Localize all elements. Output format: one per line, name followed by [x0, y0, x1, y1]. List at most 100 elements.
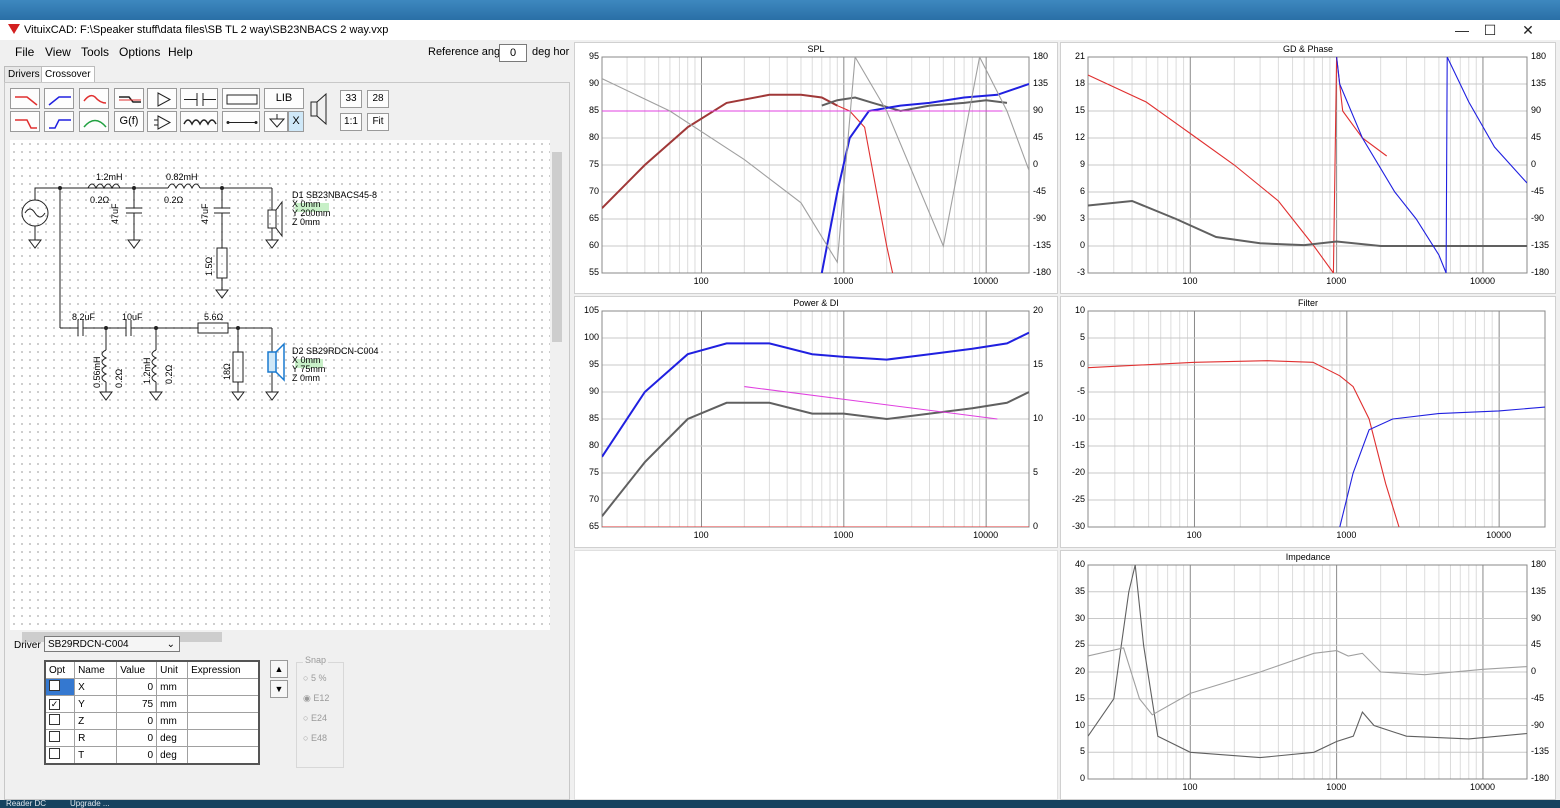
y-tick-label: 40	[1074, 559, 1085, 569]
amplifier-button[interactable]	[147, 88, 177, 109]
menu-tools[interactable]: Tools	[81, 45, 110, 59]
menu-view[interactable]: View	[45, 45, 71, 59]
resistor-button[interactable]	[222, 88, 260, 109]
c3-value[interactable]: 8.2uF	[72, 312, 96, 322]
transfer-function-button[interactable]: G(f)	[114, 111, 144, 132]
reference-angle-input[interactable]: 0	[499, 44, 527, 62]
l3-value[interactable]: 0.56mH	[92, 356, 102, 388]
wire-button[interactable]	[222, 111, 260, 132]
y2-tick-label: 180	[1531, 51, 1547, 61]
series-line	[1339, 406, 1545, 527]
column-header-expression[interactable]: Expression	[187, 660, 260, 679]
zoom-fit-button[interactable]: Fit	[367, 113, 389, 131]
snap-option-5pct[interactable]: ○ 5 %	[303, 673, 327, 683]
speaker-icon[interactable]	[308, 88, 330, 132]
table-row[interactable]: Z 0 mm	[44, 712, 260, 730]
table-row[interactable]: R 0 deg	[44, 729, 260, 747]
d2-name[interactable]: D2 SB29RDCN-C004	[292, 346, 379, 356]
table-row[interactable]: X 0 mm	[44, 678, 260, 696]
delete-button[interactable]: X	[288, 111, 304, 132]
snap-option-e12[interactable]: ◉ E12	[303, 693, 330, 703]
d1-name[interactable]: D1 SB23NBACS45-8	[292, 190, 378, 200]
column-header-opt[interactable]: Opt	[44, 660, 76, 679]
minimize-button[interactable]: —	[1455, 22, 1469, 38]
menu-file[interactable]: File	[15, 45, 35, 59]
r1-value[interactable]: 1.5Ω	[204, 256, 214, 276]
param-expression[interactable]	[187, 712, 260, 730]
table-row[interactable]: ✓ Y 75 mm	[44, 695, 260, 713]
grid-x-input[interactable]: 33	[340, 90, 362, 108]
move-down-button[interactable]: ▼	[270, 680, 288, 698]
schematic-canvas[interactable]: 1.2mH 0.2Ω 0.82mH 0.2Ω 47uF 47uF 1.5Ω D1…	[10, 140, 550, 630]
capacitor-button[interactable]	[180, 88, 218, 109]
zoom-1-1-button[interactable]: 1:1	[340, 113, 362, 131]
power-di-chart[interactable]: Power & DI 105 100 95 90 85 80 75 70 65 20 15 10 5 0 10…	[574, 296, 1058, 548]
lowpass-1st-button[interactable]	[10, 88, 40, 109]
param-value[interactable]: 0	[116, 729, 158, 747]
lowpass-2nd-button[interactable]	[10, 111, 40, 132]
opt-checkbox[interactable]	[44, 729, 76, 747]
ground-button[interactable]	[264, 111, 288, 132]
spl-chart[interactable]: SPL 95 90 85 80 75 70 65 60 55 180 135 90 45 0 -45 -90 -1…	[574, 42, 1058, 294]
taskbar-item-reader[interactable]: Reader DC	[6, 799, 47, 808]
column-header-value[interactable]: Value	[116, 660, 158, 679]
param-expression[interactable]	[187, 746, 260, 765]
param-value[interactable]: 0	[116, 712, 158, 730]
highpass-1st-button[interactable]	[44, 88, 74, 109]
l4-resistance[interactable]: 0.2Ω	[164, 364, 174, 384]
param-value[interactable]: 75	[116, 695, 158, 713]
filter-chart[interactable]: Filter 10 5 0 -5 -10 -15 -20 -25 -30 100 1000 10000	[1060, 296, 1556, 548]
library-button[interactable]: LIB	[264, 88, 304, 109]
column-header-unit[interactable]: Unit	[156, 660, 189, 679]
taskbar-item-upgrade[interactable]: Upgrade ...	[70, 799, 110, 808]
shelf-button[interactable]	[114, 88, 144, 109]
menu-options[interactable]: Options	[119, 45, 161, 59]
l3-resistance[interactable]: 0.2Ω	[114, 368, 124, 388]
gd-phase-chart[interactable]: GD & Phase 21 18 15 12 9 6 3 0 -3 180 135 90 45 0 -45 -9…	[1060, 42, 1556, 294]
l2-resistance[interactable]: 0.2Ω	[164, 195, 184, 205]
snap-option-label: E48	[310, 733, 327, 743]
l4-value[interactable]: 1.2mH	[142, 357, 152, 384]
menu-help[interactable]: Help	[168, 45, 193, 59]
r3-value[interactable]: 18Ω	[222, 363, 232, 380]
param-expression[interactable]	[187, 729, 260, 747]
y2-tick-label: -135	[1033, 240, 1052, 250]
opt-checkbox[interactable]	[44, 746, 76, 765]
diff-amplifier-button[interactable]	[147, 111, 177, 132]
snap-option-e48[interactable]: ○ E48	[303, 733, 327, 743]
y-tick-label: 60	[588, 240, 599, 250]
param-expression[interactable]	[187, 678, 260, 696]
opt-checkbox[interactable]: ✓	[44, 695, 76, 713]
param-name: R	[74, 729, 118, 747]
allpass-button[interactable]	[79, 111, 109, 132]
highpass-2nd-button[interactable]	[44, 111, 74, 132]
y-tick-label: 85	[588, 105, 599, 115]
snap-option-e24[interactable]: ○ E24	[303, 713, 327, 723]
param-name: T	[74, 746, 118, 765]
l2-value[interactable]: 0.82mH	[166, 172, 198, 182]
r2-value[interactable]: 5.6Ω	[204, 312, 224, 322]
param-name: X	[74, 678, 118, 696]
l1-value[interactable]: 1.2mH	[96, 172, 123, 182]
driver-select[interactable]: SB29RDCN-C004 ⌄	[44, 636, 180, 652]
inductor-button[interactable]	[180, 111, 218, 132]
l1-resistance[interactable]: 0.2Ω	[90, 195, 110, 205]
y-tick-label: 5	[1079, 332, 1085, 342]
maximize-button[interactable]: ☐	[1483, 22, 1497, 38]
opt-checkbox[interactable]	[44, 712, 76, 730]
bandpass-button[interactable]	[79, 88, 109, 109]
c4-value[interactable]: 10uF	[122, 312, 143, 322]
move-up-button[interactable]: ▲	[270, 660, 288, 678]
close-button[interactable]: ✕	[1522, 22, 1534, 38]
param-value[interactable]: 0	[116, 746, 158, 765]
table-row[interactable]: T 0 deg	[44, 746, 260, 765]
column-header-name[interactable]: Name	[74, 660, 118, 679]
opt-checkbox[interactable]	[44, 678, 76, 696]
param-expression[interactable]	[187, 695, 260, 713]
param-value[interactable]: 0	[116, 678, 158, 696]
impedance-chart[interactable]: Impedance 40 35 30 25 20 15 10 5 0 180 135 90 45 0 -45 -…	[1060, 550, 1556, 800]
c2-value[interactable]: 47uF	[200, 203, 210, 224]
schematic-vertical-scroll-thumb[interactable]	[552, 152, 562, 342]
c1-value[interactable]: 47uF	[110, 203, 120, 224]
grid-y-input[interactable]: 28	[367, 90, 389, 108]
